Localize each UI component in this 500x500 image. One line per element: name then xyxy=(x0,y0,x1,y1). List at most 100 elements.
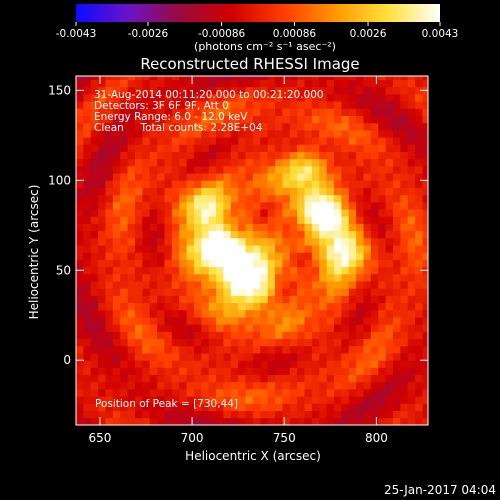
heatmap-cell xyxy=(83,122,92,131)
heatmap-cell xyxy=(112,230,121,239)
heatmap-cell xyxy=(319,245,328,253)
heatmap-cell xyxy=(208,101,217,109)
heatmap-cell xyxy=(171,209,180,217)
heatmap-cell xyxy=(334,389,342,397)
heatmap-cell xyxy=(90,237,99,246)
heatmap-cell xyxy=(171,237,180,246)
heatmap-cell xyxy=(127,245,136,253)
heatmap-cell xyxy=(179,194,187,203)
y-tick-label: 0 xyxy=(63,353,71,367)
heatmap-cell xyxy=(112,259,121,268)
heatmap-cell xyxy=(422,108,428,116)
heatmap-cell xyxy=(201,338,210,347)
heatmap-cell xyxy=(223,245,232,253)
heatmap-cell xyxy=(223,180,232,188)
heatmap-cell xyxy=(304,396,313,404)
heatmap-cell xyxy=(208,137,217,145)
heatmap-cell xyxy=(216,223,224,232)
heatmap-cell xyxy=(378,194,387,203)
heatmap-cell xyxy=(289,353,298,361)
heatmap-cell xyxy=(223,403,232,412)
heatmap-cell xyxy=(216,158,224,167)
heatmap-cell xyxy=(385,396,394,404)
heatmap-cell xyxy=(186,101,195,109)
heatmap-cell xyxy=(238,410,246,419)
heatmap-cell xyxy=(245,86,254,95)
heatmap-cell xyxy=(238,93,246,102)
heatmap-cell xyxy=(297,194,305,203)
heatmap-cell xyxy=(90,367,99,376)
heatmap-cell xyxy=(201,151,210,160)
heatmap-cell xyxy=(282,129,291,138)
heatmap-cell xyxy=(171,396,180,404)
heatmap-cell xyxy=(179,345,187,354)
heatmap-cell xyxy=(179,338,187,347)
heatmap-cell xyxy=(164,194,173,203)
heatmap-cell xyxy=(208,410,217,419)
heatmap-cell xyxy=(149,129,158,138)
heatmap-cell xyxy=(282,122,291,131)
heatmap-cell xyxy=(282,108,291,116)
heatmap-cell xyxy=(186,93,195,102)
heatmap-cell xyxy=(134,324,143,332)
heatmap-cell xyxy=(289,381,298,390)
heatmap-cell xyxy=(400,345,409,354)
heatmap-cell xyxy=(289,158,298,167)
heatmap-cell xyxy=(127,101,136,109)
heatmap-cell xyxy=(230,281,239,289)
heatmap-cell xyxy=(208,317,217,325)
heatmap-cell xyxy=(304,266,313,275)
heatmap-cell xyxy=(311,273,320,282)
heatmap-cell xyxy=(407,367,416,376)
heatmap-cell xyxy=(186,115,195,124)
heatmap-cell xyxy=(90,281,99,289)
heatmap-cell xyxy=(385,194,394,203)
heatmap-cell xyxy=(120,194,128,203)
heatmap-cell xyxy=(348,252,357,260)
heatmap-cell xyxy=(90,79,99,88)
heatmap-cell xyxy=(186,324,195,332)
heatmap-cell xyxy=(245,122,254,131)
heatmap-cell xyxy=(164,108,173,116)
heatmap-cell xyxy=(83,76,92,80)
heatmap-cell xyxy=(120,201,128,210)
heatmap-cell xyxy=(378,302,387,311)
heatmap-cell xyxy=(223,223,232,232)
heatmap-cell xyxy=(275,417,283,425)
heatmap-cell xyxy=(193,410,202,419)
heatmap-cell xyxy=(319,417,328,425)
heatmap-cell xyxy=(245,259,254,268)
heatmap-cell xyxy=(378,317,387,325)
heatmap-cell xyxy=(304,201,313,210)
heatmap-cell xyxy=(186,353,195,361)
heatmap-cell xyxy=(378,108,387,116)
heatmap-cell xyxy=(304,108,313,116)
heatmap-cell xyxy=(252,302,261,311)
heatmap-cell xyxy=(400,389,409,397)
heatmap-cell xyxy=(385,108,394,116)
heatmap-cell xyxy=(252,396,261,404)
heatmap-cell xyxy=(370,194,379,203)
heatmap-cell xyxy=(260,187,269,196)
heatmap-cell xyxy=(282,389,291,397)
heatmap-cell xyxy=(90,223,99,232)
heatmap-cell xyxy=(164,237,173,246)
heatmap-cell xyxy=(223,324,232,332)
heatmap-cell xyxy=(171,281,180,289)
heatmap-cell xyxy=(356,122,364,131)
heatmap-cell xyxy=(201,209,210,217)
heatmap-cell xyxy=(127,259,136,268)
heatmap-cell xyxy=(326,381,335,390)
heatmap-cell xyxy=(120,151,128,160)
heatmap-cell xyxy=(422,324,428,332)
heatmap-cell xyxy=(334,180,342,188)
heatmap-cell xyxy=(112,122,121,131)
heatmap-cell xyxy=(422,381,428,390)
heatmap-cell xyxy=(341,273,350,282)
heatmap-cell xyxy=(179,410,187,419)
heatmap-cell xyxy=(378,259,387,268)
heatmap-cell xyxy=(267,209,276,217)
heatmap-cell xyxy=(297,331,305,340)
heatmap-cell xyxy=(415,367,423,376)
heatmap-cell xyxy=(260,115,269,124)
